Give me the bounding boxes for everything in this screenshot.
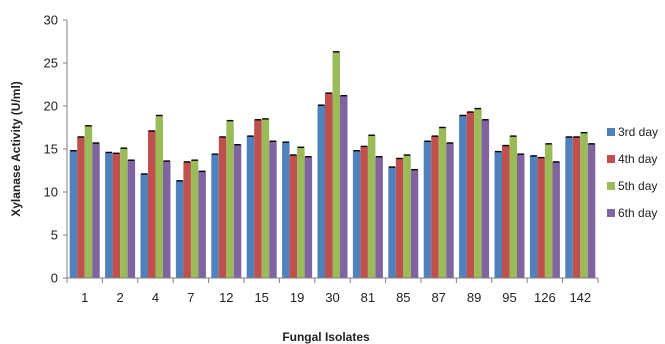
legend-label: 5th day bbox=[618, 179, 657, 193]
bar bbox=[552, 161, 560, 278]
bar bbox=[529, 155, 538, 278]
bar bbox=[509, 136, 517, 278]
bar bbox=[367, 135, 376, 278]
x-tick-label: 85 bbox=[396, 290, 410, 305]
bar bbox=[226, 120, 234, 279]
legend-label: 3rd day bbox=[618, 125, 658, 139]
y-tick-label: 15 bbox=[44, 142, 58, 157]
bar bbox=[254, 119, 262, 278]
x-tick-label: 12 bbox=[219, 290, 233, 305]
x-tick-label: 89 bbox=[467, 290, 481, 305]
legend-label: 4th day bbox=[618, 152, 657, 166]
legend-swatch bbox=[607, 155, 615, 163]
bar bbox=[388, 167, 396, 278]
legend-swatch bbox=[607, 209, 615, 217]
bar bbox=[211, 154, 219, 278]
y-axis-title: Xylanase Activity (U/ml) bbox=[9, 81, 23, 217]
legend: 3rd day 4th day 5th day 6th day bbox=[607, 125, 658, 220]
x-tick-label: 142 bbox=[569, 290, 591, 305]
bar bbox=[325, 93, 333, 278]
bar bbox=[175, 180, 184, 278]
bar bbox=[466, 112, 475, 279]
bar bbox=[340, 95, 348, 279]
legend-swatch bbox=[607, 128, 615, 136]
bar bbox=[544, 143, 553, 278]
bar bbox=[431, 136, 439, 278]
bar bbox=[69, 150, 78, 278]
bar bbox=[304, 156, 313, 278]
bar bbox=[269, 141, 277, 278]
bar bbox=[233, 144, 242, 278]
bar bbox=[112, 153, 121, 278]
bar bbox=[474, 108, 482, 278]
y-tick-label: 30 bbox=[44, 13, 58, 28]
bar bbox=[127, 160, 136, 278]
bar bbox=[459, 115, 467, 279]
bar bbox=[481, 119, 490, 278]
x-axis-title: Fungal Isolates bbox=[282, 330, 370, 344]
bar bbox=[403, 155, 411, 278]
x-tick-label: 15 bbox=[254, 290, 268, 305]
bar bbox=[332, 51, 340, 278]
bar bbox=[282, 142, 290, 278]
bar bbox=[297, 147, 305, 278]
bar bbox=[198, 171, 206, 278]
x-axis-ticks: 1 2 4 7 12 15 19 30 81 85 87 89 95 126 142 bbox=[66, 278, 599, 305]
x-tick-label: 95 bbox=[502, 290, 516, 305]
bar bbox=[410, 169, 419, 278]
bar bbox=[77, 136, 85, 278]
bar bbox=[140, 173, 148, 278]
x-tick-label: 19 bbox=[290, 290, 304, 305]
bar bbox=[289, 155, 298, 278]
axes bbox=[66, 20, 598, 279]
bar bbox=[360, 146, 368, 278]
x-tick-label: 81 bbox=[361, 290, 375, 305]
bar bbox=[317, 105, 325, 278]
bar bbox=[120, 148, 128, 278]
bar bbox=[352, 150, 361, 278]
bar bbox=[395, 158, 404, 278]
bar bbox=[580, 132, 588, 278]
bar bbox=[246, 136, 255, 278]
bar bbox=[190, 160, 199, 278]
bar bbox=[261, 118, 270, 279]
bars bbox=[69, 51, 596, 279]
y-axis-ticks: 0 5 10 15 20 25 30 bbox=[44, 13, 67, 286]
bar bbox=[537, 157, 545, 278]
bar bbox=[494, 151, 502, 278]
y-tick-label: 20 bbox=[44, 99, 58, 114]
bar bbox=[84, 125, 93, 278]
bar bbox=[218, 136, 227, 278]
bar bbox=[92, 142, 100, 278]
bar bbox=[155, 115, 163, 279]
bar bbox=[446, 142, 454, 278]
bar bbox=[565, 136, 573, 278]
bar bbox=[105, 152, 113, 278]
y-tick-label: 25 bbox=[44, 56, 58, 71]
y-tick-label: 5 bbox=[51, 228, 58, 243]
bar bbox=[423, 141, 432, 278]
x-tick-label: 2 bbox=[116, 290, 123, 305]
x-tick-label: 1 bbox=[81, 290, 88, 305]
x-tick-label: 4 bbox=[152, 290, 159, 305]
bar bbox=[572, 136, 581, 278]
x-tick-label: 30 bbox=[325, 290, 339, 305]
bar bbox=[587, 143, 596, 278]
x-tick-label: 87 bbox=[431, 290, 445, 305]
bar bbox=[502, 145, 510, 278]
bar bbox=[375, 156, 383, 278]
bar bbox=[438, 127, 447, 278]
bar bbox=[148, 130, 156, 278]
bar bbox=[183, 161, 191, 278]
legend-swatch bbox=[607, 182, 615, 190]
legend-label: 6th day bbox=[618, 206, 657, 220]
x-tick-label: 7 bbox=[187, 290, 194, 305]
y-tick-label: 0 bbox=[51, 271, 58, 286]
x-tick-label: 126 bbox=[534, 290, 556, 305]
y-tick-label: 10 bbox=[44, 185, 58, 200]
bar bbox=[517, 154, 525, 278]
bar bbox=[163, 161, 171, 278]
